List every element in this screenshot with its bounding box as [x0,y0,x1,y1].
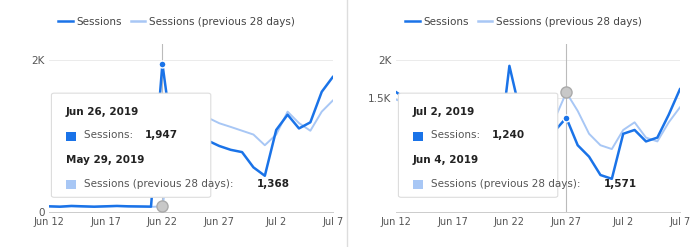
Text: 1,947: 1,947 [145,130,178,140]
Text: 1,368: 1,368 [257,179,289,189]
FancyBboxPatch shape [398,93,558,197]
Text: Sessions (previous 28 days):: Sessions (previous 28 days): [430,179,584,189]
Text: Jul 2, 2019: Jul 2, 2019 [413,107,475,117]
Bar [413,181,423,189]
Text: Sessions:: Sessions: [83,130,136,140]
Text: 1,240: 1,240 [492,130,525,140]
Text: Jun 26, 2019: Jun 26, 2019 [66,107,139,117]
Bar [66,132,76,141]
Legend: Sessions, Sessions (previous 28 days): Sessions, Sessions (previous 28 days) [54,13,299,31]
Text: Sessions:: Sessions: [430,130,483,140]
Text: May 29, 2019: May 29, 2019 [66,155,144,165]
Bar [413,132,423,141]
Text: 1,571: 1,571 [604,179,636,189]
FancyBboxPatch shape [51,93,211,197]
Text: Jun 4, 2019: Jun 4, 2019 [413,155,479,165]
Text: Sessions (previous 28 days):: Sessions (previous 28 days): [83,179,237,189]
Bar [66,181,76,189]
Legend: Sessions, Sessions (previous 28 days): Sessions, Sessions (previous 28 days) [401,13,646,31]
